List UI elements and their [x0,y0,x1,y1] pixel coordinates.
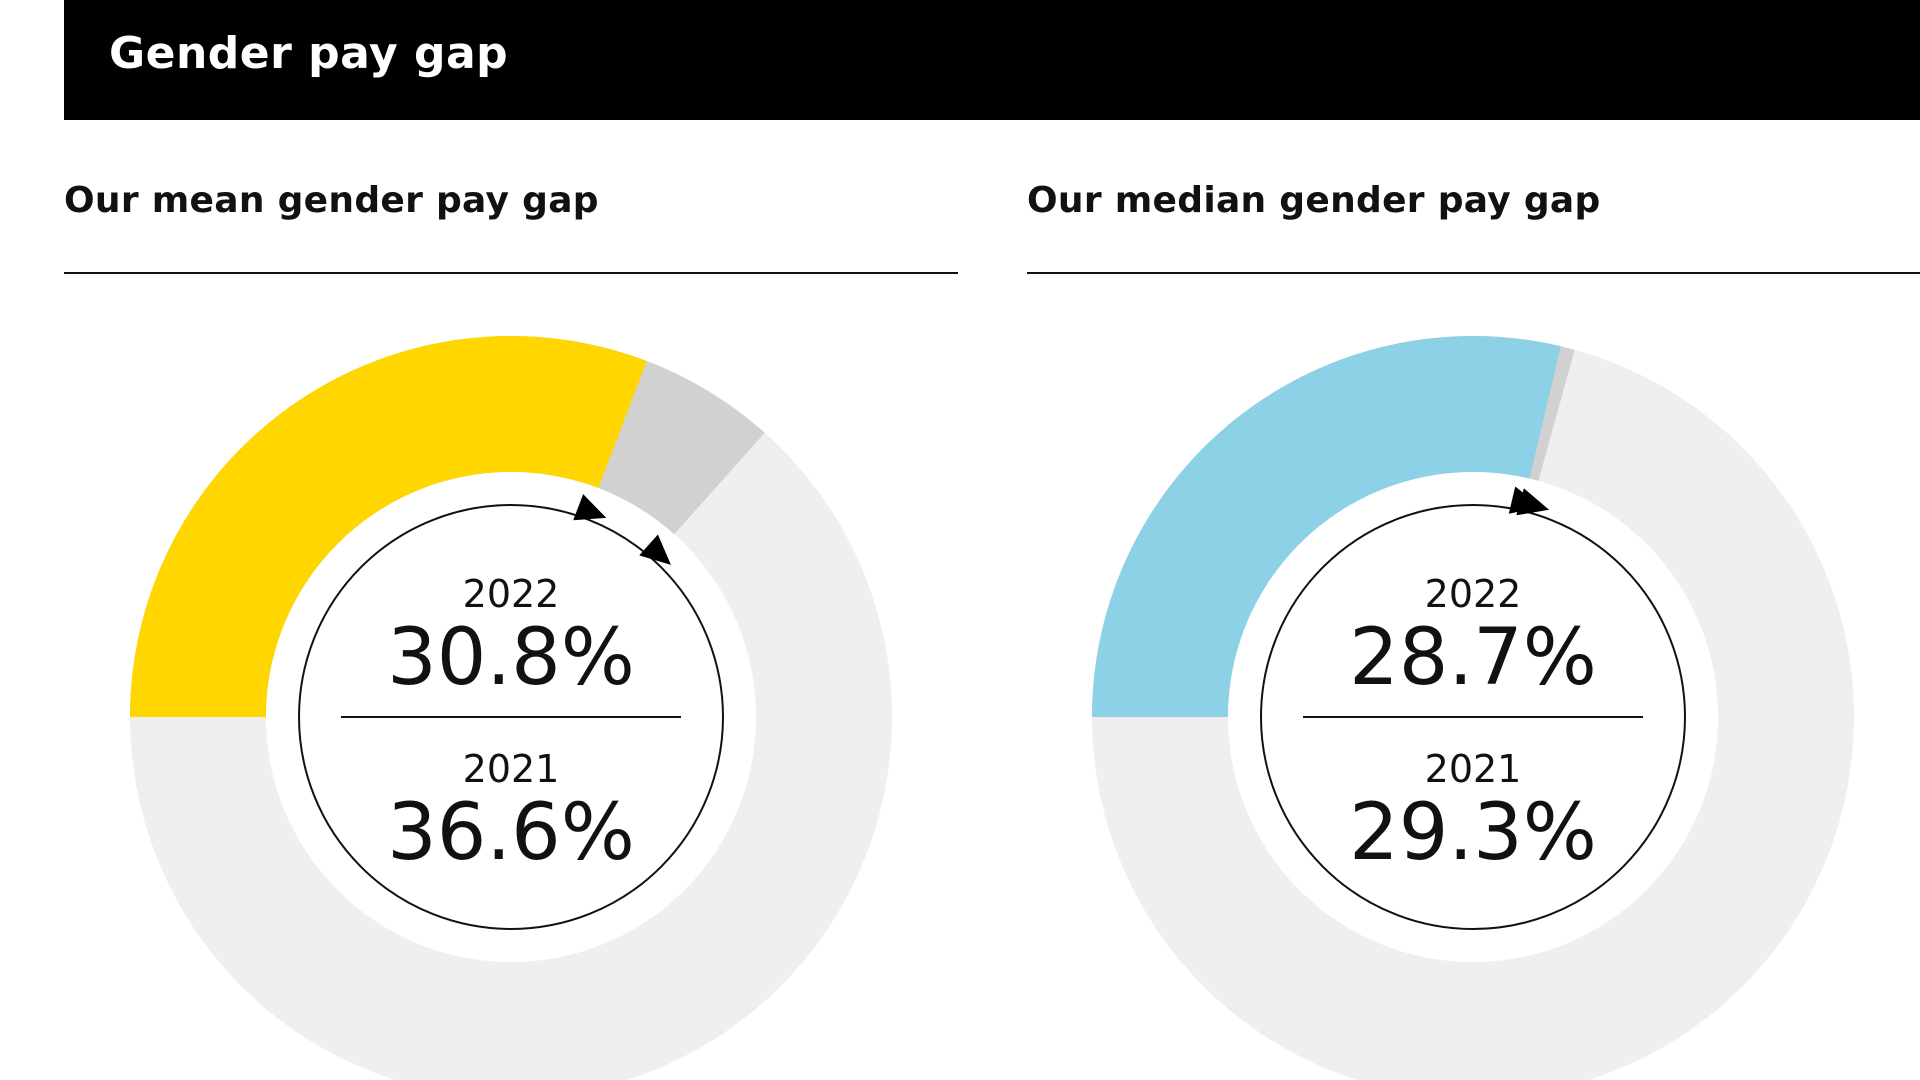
mean-year-label-2022: 2022 [463,572,560,616]
mean-value-label-2022: 30.8% [387,613,635,703]
page-title: Gender pay gap [109,28,509,79]
mean-title-divider [64,272,958,274]
median-value-label-2022: 28.7% [1349,613,1597,703]
mean-arrow-2021-icon [639,534,671,565]
mean-arrow-2022-icon [573,494,607,521]
mean-year-label-2021: 2021 [463,747,560,791]
median-year-label-2022: 2022 [1425,572,1522,616]
title-bar: Gender pay gap [64,0,1920,120]
mean-sector-2022 [129,336,647,717]
median-sector-2022 [1092,336,1561,717]
median-title-divider [1027,272,1920,274]
mean-chart-title: Our mean gender pay gap [64,180,599,221]
median-arrow-2021-icon [1516,488,1550,516]
median-year-label-2021: 2021 [1425,747,1522,791]
median-chart-title: Our median gender pay gap [1027,180,1601,221]
median-value-label-2021: 29.3% [1349,788,1597,878]
mean-value-label-2021: 36.6% [387,788,635,878]
